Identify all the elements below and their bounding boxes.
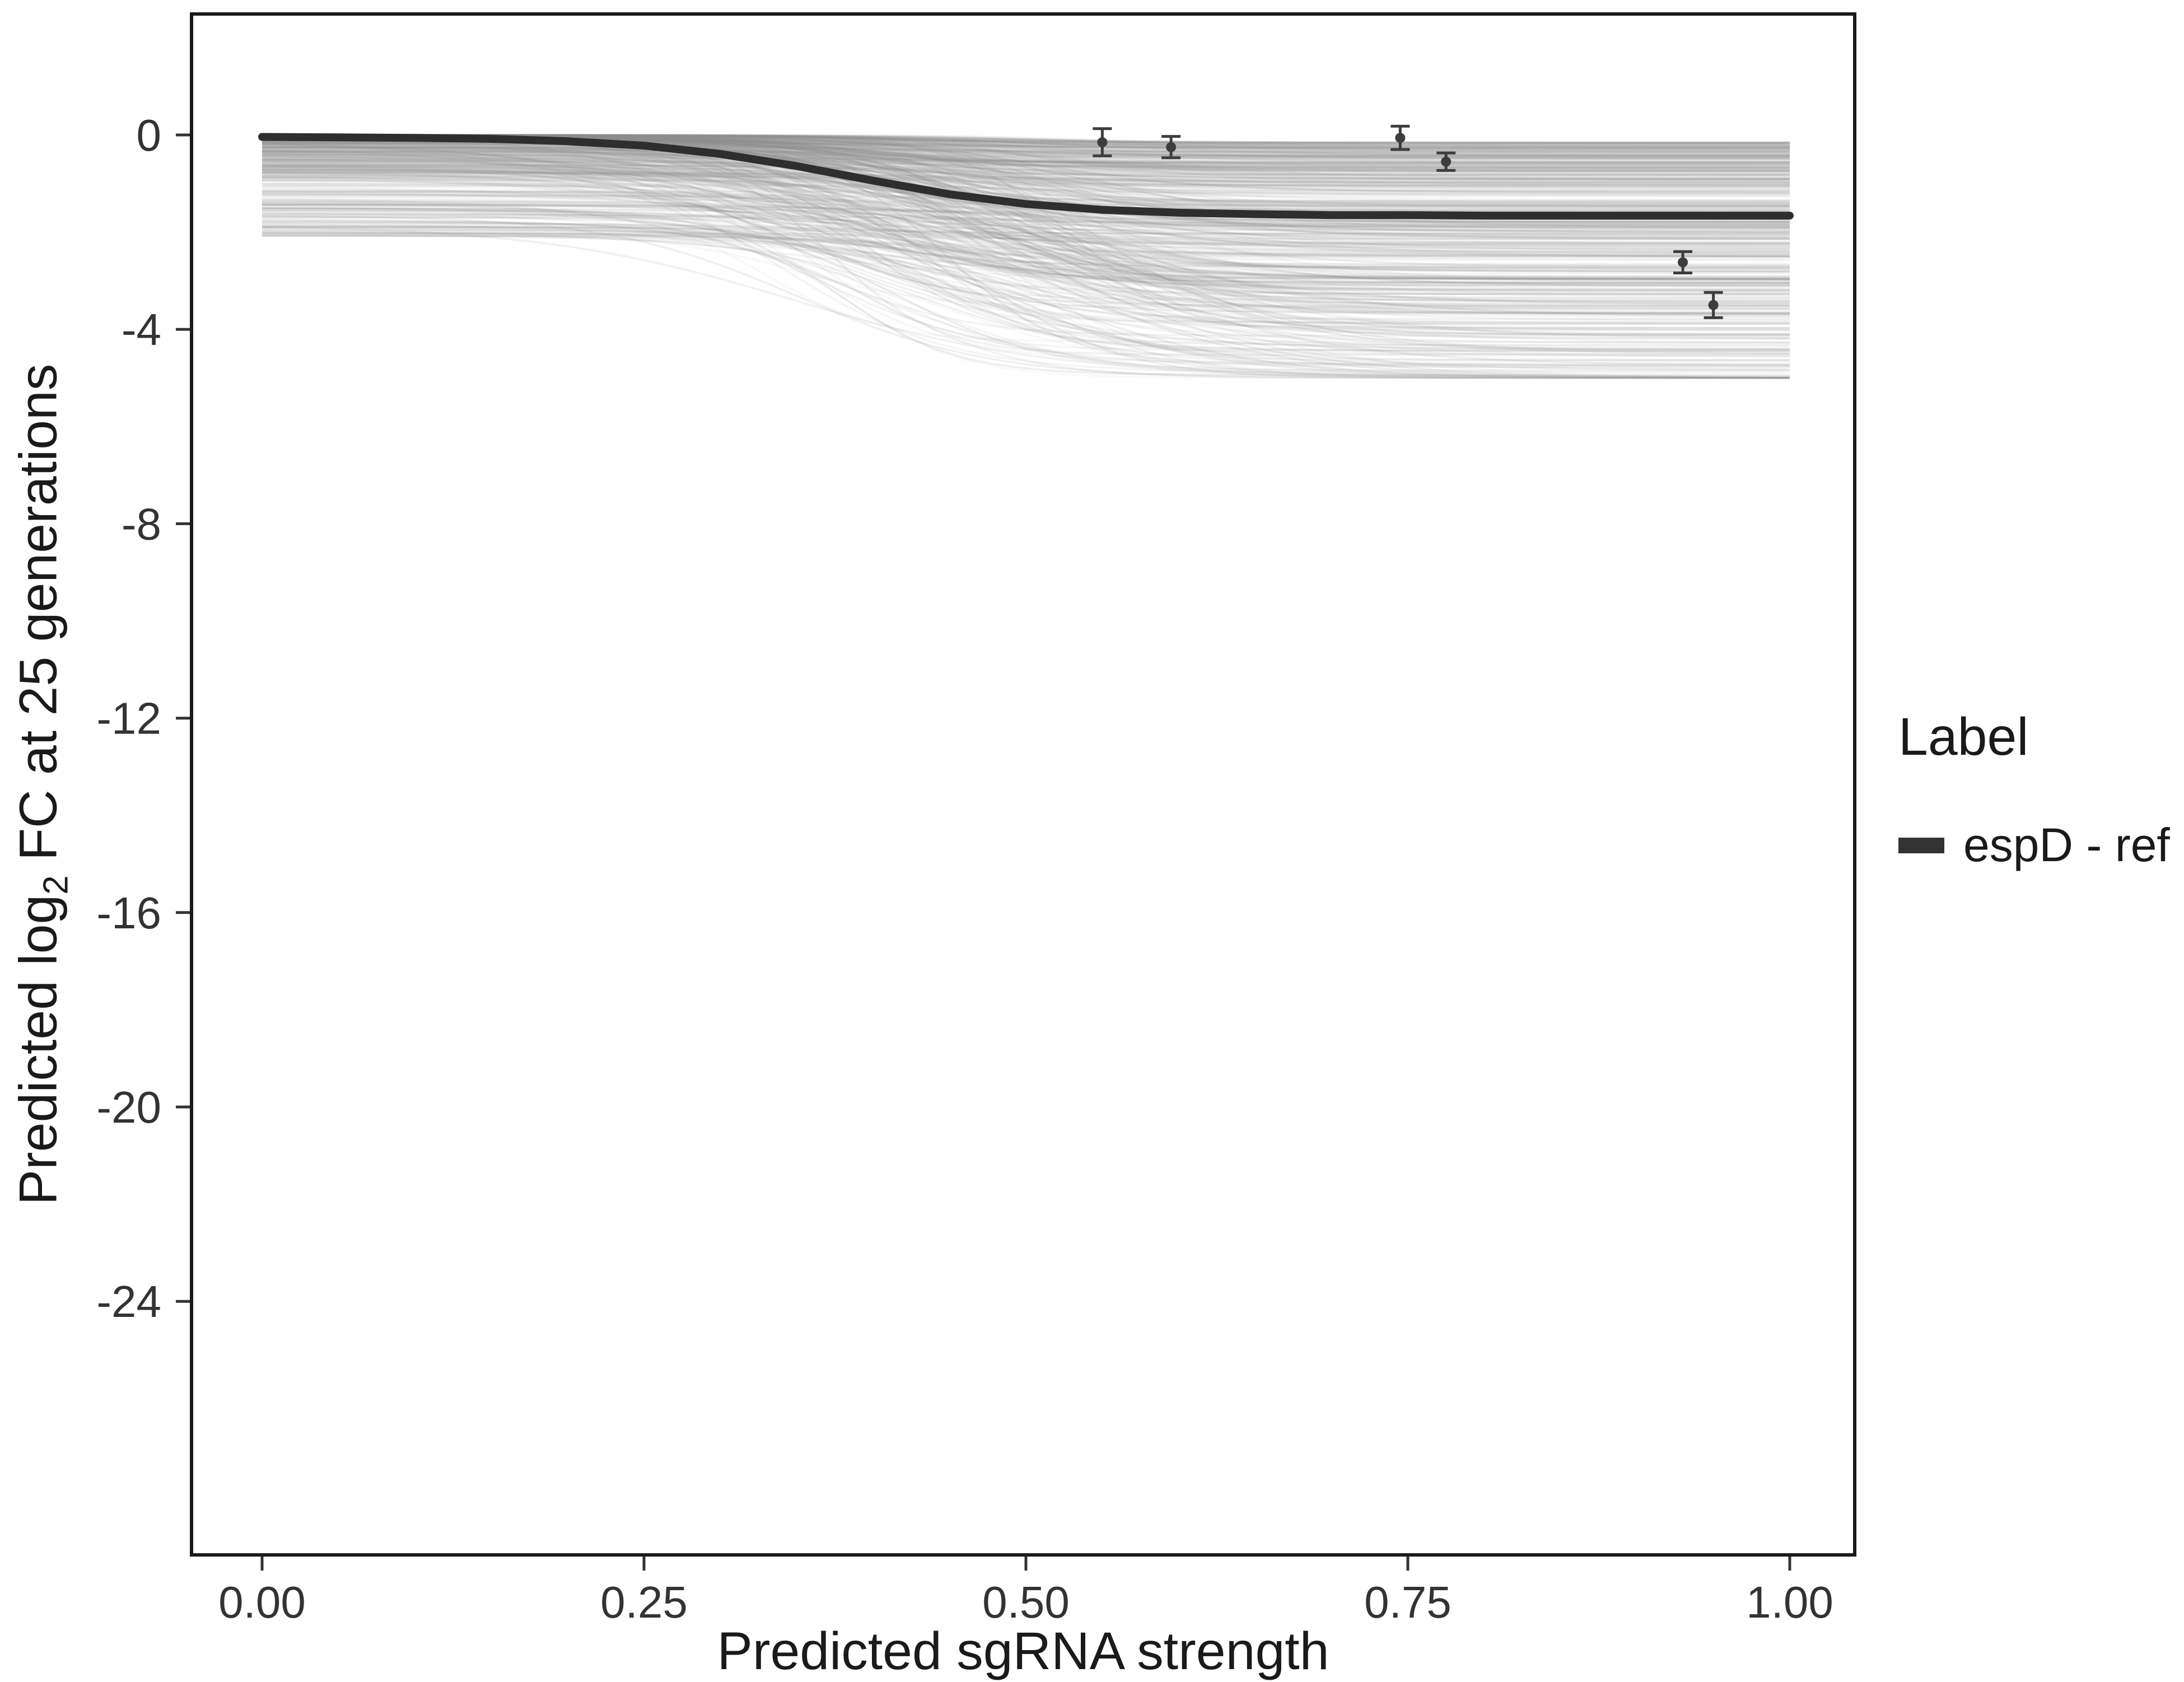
y-tick-label: -20 — [96, 1082, 161, 1132]
y-tick-label: -4 — [122, 305, 161, 354]
axes: 0.00 0.25 0.50 0.75 1.00 0 -4 -8 -12 -16 -20 -24 — [96, 110, 1833, 1627]
y-tick-label: -24 — [96, 1277, 161, 1326]
panel-border — [190, 12, 1856, 1557]
y-axis-title-suffix: FC at 25 generations — [8, 363, 68, 876]
legend-item-espd-ref: espD - ref — [1898, 818, 2170, 872]
legend-item-label: espD - ref — [1963, 819, 2170, 871]
y-tick-label: 0 — [137, 110, 162, 160]
x-tick-label: 1.00 — [1746, 1577, 1833, 1627]
y-tick-label: -16 — [96, 888, 161, 938]
ref-line — [258, 133, 1794, 220]
legend-title: Label — [1898, 707, 2029, 767]
data-points — [1093, 124, 1723, 319]
y-axis-title-sub: 2 — [36, 875, 76, 895]
x-axis-title: Predicted sgRNA strength — [717, 1622, 1329, 1681]
y-axis-title-prefix: Predicted log — [8, 894, 68, 1206]
legend-line-swatch — [1898, 837, 1944, 853]
x-tick-label: 0.50 — [982, 1577, 1070, 1627]
y-tick-label: -12 — [96, 694, 161, 744]
ensemble-curves — [262, 134, 1790, 379]
x-tick-label: 0.75 — [1364, 1577, 1452, 1627]
y-axis-title: Predicted log2 FC at 25 generations — [8, 364, 76, 1205]
x-tick-label: 0.25 — [600, 1577, 688, 1627]
legend: Label espD - ref — [1898, 707, 2170, 872]
x-tick-label: 0.00 — [218, 1577, 306, 1627]
y-tick-label: -8 — [122, 499, 161, 549]
